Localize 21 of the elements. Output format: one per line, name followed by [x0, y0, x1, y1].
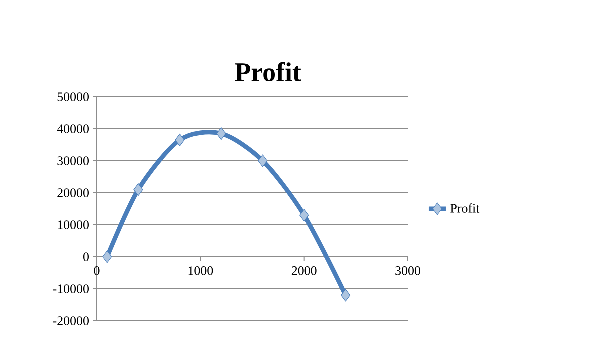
point — [102, 250, 112, 264]
point — [134, 184, 144, 196]
point — [341, 289, 351, 302]
point — [175, 134, 185, 146]
y-tick-label: 20000 — [58, 188, 89, 198]
y-tick-label: 30000 — [58, 156, 89, 166]
x-tick-label: 2000 — [292, 266, 317, 276]
point — [216, 128, 226, 140]
legend-label: Profit — [450, 204, 480, 213]
point — [300, 209, 310, 222]
y-tick-label: 10000 — [58, 220, 89, 230]
x-tick-label: 3000 — [396, 266, 420, 276]
y-tick-label: -10000 — [53, 284, 89, 294]
x-tick-label: 0 — [94, 266, 100, 276]
chart-title: Profit — [235, 62, 302, 82]
y-tick-label: 0 — [84, 252, 89, 262]
y-tick-label: 40000 — [57, 124, 89, 134]
y-tick-label: -20000 — [53, 316, 89, 326]
y-tick-label: 50000 — [58, 92, 89, 102]
point — [258, 154, 268, 168]
x-tick-label: 1000 — [188, 266, 214, 276]
